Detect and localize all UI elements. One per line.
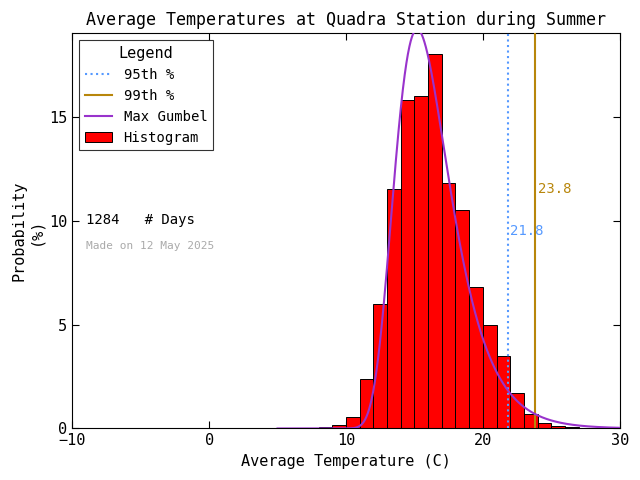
Bar	[510, 393, 524, 429]
Bar	[346, 417, 360, 429]
Text: 23.8: 23.8	[538, 182, 571, 196]
Bar	[483, 324, 497, 429]
Bar	[551, 426, 565, 429]
Legend: 95th %, 99th %, Max Gumbel, Histogram: 95th %, 99th %, Max Gumbel, Histogram	[79, 40, 213, 150]
Text: 1284   # Days: 1284 # Days	[86, 213, 195, 227]
Bar	[332, 425, 346, 429]
Bar	[387, 190, 401, 429]
Title: Average Temperatures at Quadra Station during Summer: Average Temperatures at Quadra Station d…	[86, 11, 606, 29]
Bar	[442, 183, 456, 429]
Bar	[469, 287, 483, 429]
Bar	[538, 423, 551, 429]
Bar	[524, 414, 538, 429]
Bar	[360, 379, 373, 429]
Bar	[428, 54, 442, 429]
Bar	[401, 100, 415, 429]
Bar	[415, 96, 428, 429]
Text: 21.8: 21.8	[510, 224, 544, 238]
Bar	[497, 356, 510, 429]
Text: Made on 12 May 2025: Made on 12 May 2025	[86, 241, 214, 251]
Bar	[319, 427, 332, 429]
Bar	[565, 427, 579, 429]
Bar	[373, 304, 387, 429]
Y-axis label: Probability
(%): Probability (%)	[11, 181, 44, 281]
Bar	[456, 210, 469, 429]
X-axis label: Average Temperature (C): Average Temperature (C)	[241, 454, 451, 469]
